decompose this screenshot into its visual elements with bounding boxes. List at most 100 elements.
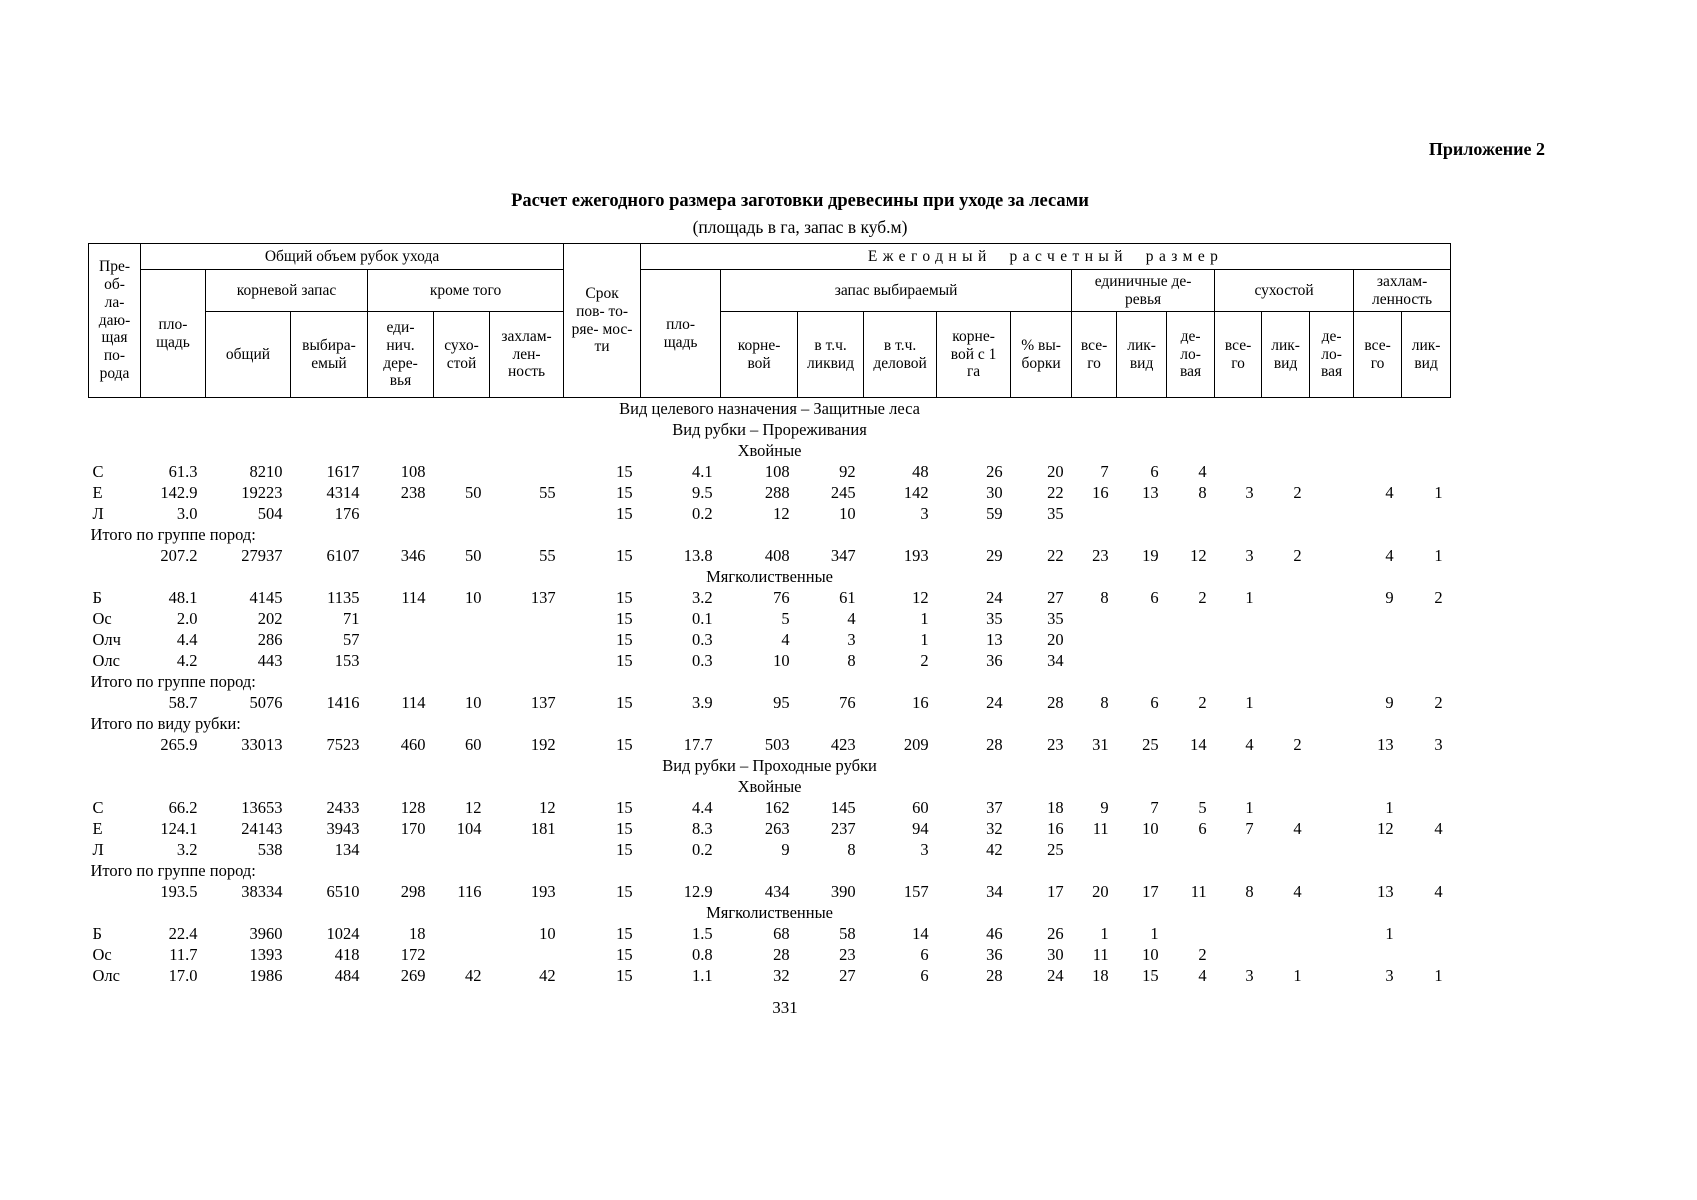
- value-cell: 55: [539, 483, 556, 502]
- value-cell: 153: [334, 651, 360, 670]
- value-cell: [1117, 650, 1167, 671]
- value-cell: 15: [616, 483, 633, 502]
- value-cell: [1310, 923, 1354, 944]
- header-incl-liquid: в т.ч. ликвид: [797, 311, 865, 398]
- header-deadwood-group: сухостой: [1214, 269, 1355, 312]
- value-cell: 9: [781, 840, 790, 859]
- value-cell: [1072, 608, 1117, 629]
- value-cell: 4: [1385, 483, 1394, 502]
- value-cell: [1354, 650, 1402, 671]
- value-cell: [368, 503, 434, 524]
- value-cell: 18: [409, 924, 426, 943]
- value-cell: 24: [1047, 966, 1064, 985]
- value-cell: 58.7: [168, 693, 198, 712]
- value-cell: [1215, 608, 1262, 629]
- value-cell: [1402, 944, 1451, 965]
- value-cell: 10: [465, 693, 482, 712]
- value-cell: 50: [465, 546, 482, 565]
- header-single-liquid: лик- вид: [1116, 311, 1168, 398]
- value-cell: 2: [1434, 693, 1443, 712]
- species-cell: Б: [92, 588, 102, 607]
- value-cell: 76: [773, 588, 790, 607]
- value-cell: 193.5: [160, 882, 198, 901]
- value-cell: 13653: [241, 798, 283, 817]
- value-cell: 1: [1293, 966, 1302, 985]
- species-cell: Олс: [92, 966, 120, 985]
- value-cell: 22.4: [168, 924, 198, 943]
- value-cell: 24: [986, 588, 1003, 607]
- value-cell: 176: [334, 504, 360, 523]
- value-cell: [1310, 482, 1354, 503]
- value-cell: [1167, 923, 1215, 944]
- value-cell: 8: [847, 651, 856, 670]
- value-cell: 202: [257, 609, 283, 628]
- value-cell: [1262, 692, 1310, 713]
- value-cell: 108: [400, 462, 426, 481]
- value-cell: 6: [920, 945, 929, 964]
- value-cell: [490, 461, 564, 482]
- species-cell: [89, 692, 141, 713]
- table-row: Л 3.0 504 176 15 0.2 12 10 3 59 35: [89, 503, 1451, 524]
- value-cell: [1402, 923, 1451, 944]
- value-cell: 8: [1198, 483, 1207, 502]
- table-row: Олс 17.0 1986 484 269 42 42 15 1.1 32 27 6 28 24 18 15 4…: [89, 965, 1451, 986]
- header-row-2: пло- щадь корневой запас кроме того пло-…: [89, 269, 1452, 398]
- value-cell: 2433: [326, 798, 360, 817]
- value-cell: 32: [773, 966, 790, 985]
- value-cell: [1310, 734, 1354, 755]
- value-cell: 1: [1385, 798, 1394, 817]
- value-cell: 76: [839, 693, 856, 712]
- value-cell: [1310, 650, 1354, 671]
- value-cell: 19223: [241, 483, 283, 502]
- value-cell: 42: [539, 966, 556, 985]
- value-cell: [1310, 839, 1354, 860]
- value-cell: 34: [1047, 651, 1064, 670]
- value-cell: [1117, 503, 1167, 524]
- value-cell: 61.3: [168, 462, 198, 481]
- value-cell: 145: [830, 798, 856, 817]
- value-cell: 11: [1190, 882, 1207, 901]
- value-cell: 95: [773, 693, 790, 712]
- header-besides-group: кроме того: [366, 269, 565, 312]
- value-cell: [1072, 629, 1117, 650]
- value-cell: 504: [257, 504, 283, 523]
- value-cell: 142: [903, 483, 929, 502]
- value-cell: [1310, 587, 1354, 608]
- section-heading: Мягколиственные: [706, 567, 833, 586]
- section-heading: Вид целевого назначения – Защитные леса: [619, 399, 920, 418]
- value-cell: 5: [781, 609, 790, 628]
- value-cell: 3: [1245, 483, 1254, 502]
- value-cell: 15: [616, 798, 633, 817]
- value-cell: [1262, 944, 1310, 965]
- value-cell: 15: [616, 651, 633, 670]
- value-cell: [1402, 650, 1451, 671]
- value-cell: [1262, 629, 1310, 650]
- total-label: Итого по группе пород:: [90, 672, 256, 691]
- value-cell: [1354, 839, 1402, 860]
- value-cell: 15: [616, 462, 633, 481]
- value-cell: 137: [530, 693, 556, 712]
- table-row: Олс 4.2 443 153 15 0.3 10 8 2 36 34: [89, 650, 1451, 671]
- value-cell: [1262, 587, 1310, 608]
- value-cell: 10: [539, 924, 556, 943]
- value-cell: 55: [539, 546, 556, 565]
- value-cell: 7523: [326, 735, 360, 754]
- value-cell: 298: [400, 882, 426, 901]
- value-cell: [1215, 923, 1262, 944]
- value-cell: 3: [847, 630, 856, 649]
- section-heading: Хвойные: [737, 441, 802, 460]
- value-cell: 4: [781, 630, 790, 649]
- value-cell: 28: [773, 945, 790, 964]
- value-cell: 3.2: [176, 840, 198, 859]
- value-cell: 3960: [249, 924, 283, 943]
- page-subtitle: (площадь в га, запас в куб.м): [692, 217, 908, 237]
- value-cell: [1354, 503, 1402, 524]
- value-cell: [1072, 503, 1117, 524]
- value-cell: 1024: [326, 924, 360, 943]
- value-cell: 10: [773, 651, 790, 670]
- value-cell: 0.8: [691, 945, 713, 964]
- value-cell: 18: [1047, 798, 1064, 817]
- value-cell: 35: [986, 609, 1003, 628]
- value-cell: [1117, 839, 1167, 860]
- value-cell: 68: [773, 924, 790, 943]
